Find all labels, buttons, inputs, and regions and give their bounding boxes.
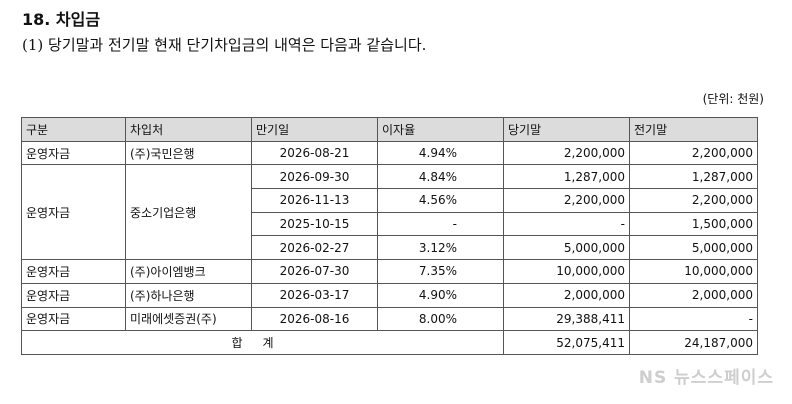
total-current: 52,075,411 (503, 330, 630, 355)
table-row: 운영자금 미래에셋증권(주) 2026-08-16 8.00% 29,388,4… (21, 306, 758, 332)
lender-cell: 중소기업은행 (125, 164, 252, 261)
header-rate: 이자율 (377, 117, 504, 142)
header-prior: 전기말 (629, 117, 758, 142)
table-row: 2025-10-15 - - 1,500,000 (22, 211, 758, 237)
rate-cell: 4.90% (377, 282, 504, 308)
maturity-cell: 2026-09-30 (251, 164, 378, 190)
category-cell: 운영자금 (21, 259, 126, 284)
table-row: 2026-02-27 3.12% 5,000,000 5,000,000 (22, 235, 758, 261)
current-cell: 5,000,000 (503, 235, 630, 261)
rate-cell: 8.00% (377, 306, 504, 332)
maturity-cell: 2026-03-17 (251, 282, 378, 308)
prior-cell: 2,200,000 (629, 140, 758, 166)
table-header-row: 구분 차입처 만기일 이자율 당기말 전기말 (21, 117, 758, 142)
prior-cell: 1,500,000 (629, 211, 758, 237)
current-cell: 2,200,000 (503, 140, 630, 166)
table-row: 운영자금 (주)국민은행 2026-08-21 4.94% 2,200,000 … (21, 140, 758, 166)
watermark-logo: NS 뉴스스페이스 (638, 368, 774, 388)
borrowings-table: 구분 차입처 만기일 이자율 당기말 전기말 운영자금 (주)국민은행 2026… (21, 117, 758, 355)
category-cell: 운영자금 (21, 164, 126, 261)
category-cell: 운영자금 (21, 140, 126, 166)
lender-cell: (주)아이엠뱅크 (125, 259, 252, 284)
lender-cell: (주)하나은행 (125, 282, 252, 308)
header-category: 구분 (21, 117, 126, 142)
lender-cell: (주)국민은행 (125, 140, 252, 166)
total-prior: 24,187,000 (629, 330, 758, 355)
prior-cell: 1,287,000 (629, 164, 758, 190)
header-lender: 차입처 (125, 117, 252, 142)
table-row: 운영자금 (주)하나은행 2026-03-17 4.90% 2,000,000 … (21, 282, 758, 308)
rate-cell: - (377, 211, 504, 237)
header-maturity: 만기일 (251, 117, 378, 142)
prior-cell: - (629, 306, 758, 332)
current-cell: - (503, 211, 630, 237)
table-row: 운영자금 중소기업은행 2026-09-30 4.84% 1,287,000 1… (21, 164, 758, 261)
header-current: 당기말 (503, 117, 630, 142)
maturity-cell: 2026-08-21 (251, 140, 378, 166)
maturity-cell: 2025-10-15 (251, 211, 378, 237)
section-description: (1) 당기말과 전기말 현재 단기차입금의 내역은 다음과 같습니다. (22, 36, 427, 54)
total-row: 합계 52,075,411 24,187,000 (21, 330, 758, 355)
rate-cell: 4.94% (377, 140, 504, 166)
current-cell: 2,200,000 (503, 188, 630, 213)
current-cell: 29,388,411 (503, 306, 630, 332)
maturity-cell: 2026-08-16 (251, 306, 378, 332)
prior-cell: 2,000,000 (629, 282, 758, 308)
maturity-cell: 2026-11-13 (251, 188, 378, 213)
maturity-cell: 2026-02-27 (251, 235, 378, 261)
category-cell: 운영자금 (21, 306, 126, 332)
rate-cell: 7.35% (377, 259, 504, 284)
current-cell: 1,287,000 (503, 164, 630, 190)
unit-label: (단위: 천원) (702, 92, 764, 106)
section-title: 18. 차입금 (22, 10, 101, 29)
rate-cell: 4.84% (377, 164, 504, 190)
category-cell: 운영자금 (21, 282, 126, 308)
table-row: 2026-11-13 4.56% 2,200,000 2,200,000 (22, 188, 758, 213)
table-row: 운영자금 (주)아이엠뱅크 2026-07-30 7.35% 10,000,00… (21, 259, 758, 284)
current-cell: 10,000,000 (503, 259, 630, 284)
rate-cell: 4.56% (377, 188, 504, 213)
prior-cell: 10,000,000 (629, 259, 758, 284)
lender-cell: 미래에셋증권(주) (125, 306, 252, 332)
current-cell: 2,000,000 (503, 282, 630, 308)
maturity-cell: 2026-07-30 (251, 259, 378, 284)
total-label: 합계 (21, 330, 504, 355)
prior-cell: 2,200,000 (629, 188, 758, 213)
rate-cell: 3.12% (377, 235, 504, 261)
prior-cell: 5,000,000 (629, 235, 758, 261)
